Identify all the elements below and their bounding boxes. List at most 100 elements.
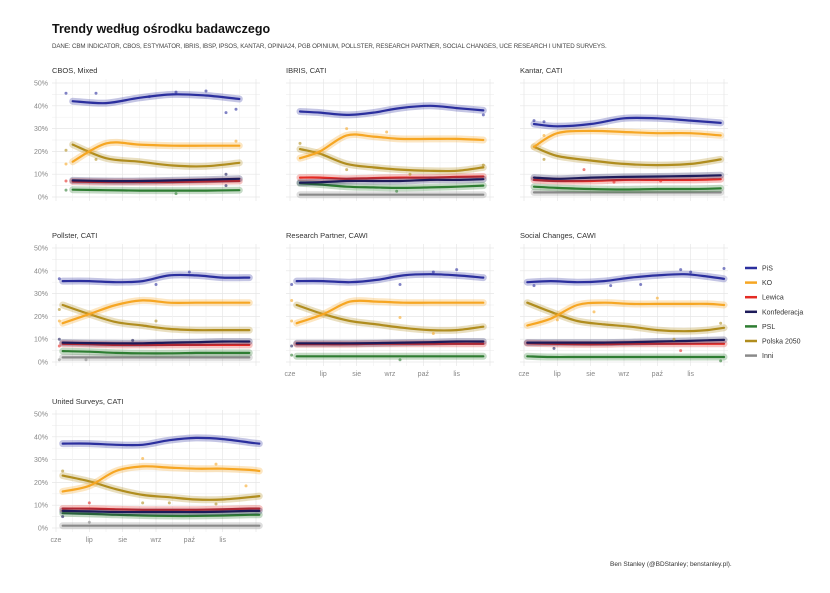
legend-item: PiS <box>745 266 773 273</box>
data-point <box>87 520 91 524</box>
trend-line-lewica <box>532 178 722 183</box>
data-point <box>154 319 158 323</box>
data-point <box>481 163 485 167</box>
data-point <box>57 358 61 362</box>
trend-line-psl <box>298 182 485 190</box>
panel-title: United Surveys, CATI <box>52 397 124 406</box>
data-point <box>57 337 61 341</box>
y-tick-label: 40% <box>34 434 48 441</box>
data-point <box>398 358 402 362</box>
y-tick-label: 50% <box>34 81 48 88</box>
x-tick-label: lis <box>453 371 460 378</box>
legend-label: KO <box>762 280 773 287</box>
x-tick-label: wrz <box>618 371 630 378</box>
trend-line-lewica <box>298 175 485 180</box>
legend-label: Lewica <box>762 295 784 302</box>
x-tick-label: lip <box>86 537 93 544</box>
data-point <box>61 469 65 473</box>
trend-line-ko <box>532 129 722 148</box>
trend-line-ko <box>61 299 251 325</box>
legend-label: Konfederacja <box>762 309 803 316</box>
data-point <box>659 179 663 183</box>
y-tick-label: 10% <box>34 172 48 179</box>
panel-6: United Surveys, CATI 0% 10% 20% 30% 40% 50% cze… <box>34 397 263 544</box>
trend-line-polska-2050 <box>298 148 485 173</box>
data-point <box>290 319 294 323</box>
legend-item: KO <box>745 280 773 287</box>
data-point <box>582 168 586 172</box>
y-tick-label: 0% <box>38 195 48 202</box>
trend-line-polska-2050 <box>61 474 261 501</box>
trend-line-psl <box>71 188 241 192</box>
y-tick-label: 30% <box>34 291 48 298</box>
panel-title: Kantar, CATI <box>520 66 562 75</box>
legend-label: Polska 2050 <box>762 339 801 346</box>
panel-title: IBRIS, CATI <box>286 66 326 75</box>
y-tick-label: 10% <box>34 337 48 344</box>
trend-line-lewica <box>61 507 261 511</box>
x-tick-label: lip <box>320 371 327 378</box>
y-tick-label: 40% <box>34 103 48 110</box>
x-tick-label: sie <box>352 371 361 378</box>
panel-title: Research Partner, CAWI <box>286 231 368 240</box>
data-point <box>639 282 643 286</box>
data-point <box>154 282 158 286</box>
data-point <box>214 502 218 506</box>
panel-title: Social Changes, CAWI <box>520 231 596 240</box>
trend-line-polska-2050 <box>295 303 485 332</box>
data-point <box>689 270 693 274</box>
trend-line-konfederacja <box>526 338 726 344</box>
y-tick-label: 30% <box>34 457 48 464</box>
x-tick-label: cze <box>519 371 530 378</box>
panel-2: Kantar, CATI <box>520 66 728 201</box>
legend-item: Inni <box>745 353 774 360</box>
data-point <box>431 332 435 335</box>
chart-caption: Ben Stanley (@BDStanley; benstanley.pl). <box>610 561 732 568</box>
y-tick-label: 20% <box>34 314 48 321</box>
data-point <box>385 130 389 134</box>
y-tick-label: 50% <box>34 246 48 253</box>
data-point <box>679 268 683 272</box>
data-point <box>224 111 228 115</box>
data-point <box>61 515 65 519</box>
panel-5: Social Changes, CAWI cze lip sie wrz paź lis <box>519 231 728 378</box>
data-point <box>94 157 98 161</box>
chart-title: Trendy według ośrodku badawczego <box>52 22 271 36</box>
legend-item: Konfederacja <box>745 309 803 316</box>
data-point <box>679 349 683 353</box>
data-point <box>345 127 349 131</box>
y-tick-label: 0% <box>38 360 48 367</box>
trend-line-polska-2050 <box>532 145 722 167</box>
x-tick-label: sie <box>118 537 127 544</box>
trend-line-psl <box>526 355 726 359</box>
data-point <box>612 180 616 184</box>
legend-label: PSL <box>762 324 775 331</box>
data-point <box>204 89 208 93</box>
trend-line-pis <box>71 93 241 105</box>
trend-line-lewica <box>61 342 251 347</box>
trend-line-polska-2050 <box>71 143 241 168</box>
y-tick-label: 20% <box>34 480 48 487</box>
data-point <box>408 172 412 176</box>
x-tick-label: lis <box>219 537 226 544</box>
data-point <box>592 310 596 314</box>
legend-label: Inni <box>762 353 774 360</box>
data-point <box>555 318 559 322</box>
data-point <box>57 344 61 348</box>
data-point <box>84 358 88 362</box>
data-point <box>167 501 171 505</box>
data-point <box>224 184 228 188</box>
data-point <box>395 189 399 193</box>
data-point <box>290 282 294 286</box>
data-point <box>542 133 546 137</box>
ribbon-polska-2050 <box>296 145 487 175</box>
data-point <box>234 139 238 143</box>
data-point <box>57 308 61 312</box>
data-point <box>455 268 459 272</box>
x-tick-label: paź <box>652 371 664 378</box>
data-point <box>234 107 238 111</box>
data-point <box>87 501 91 505</box>
data-point <box>722 267 726 271</box>
data-point <box>542 157 546 161</box>
trend-line-konfederacja <box>532 174 722 180</box>
